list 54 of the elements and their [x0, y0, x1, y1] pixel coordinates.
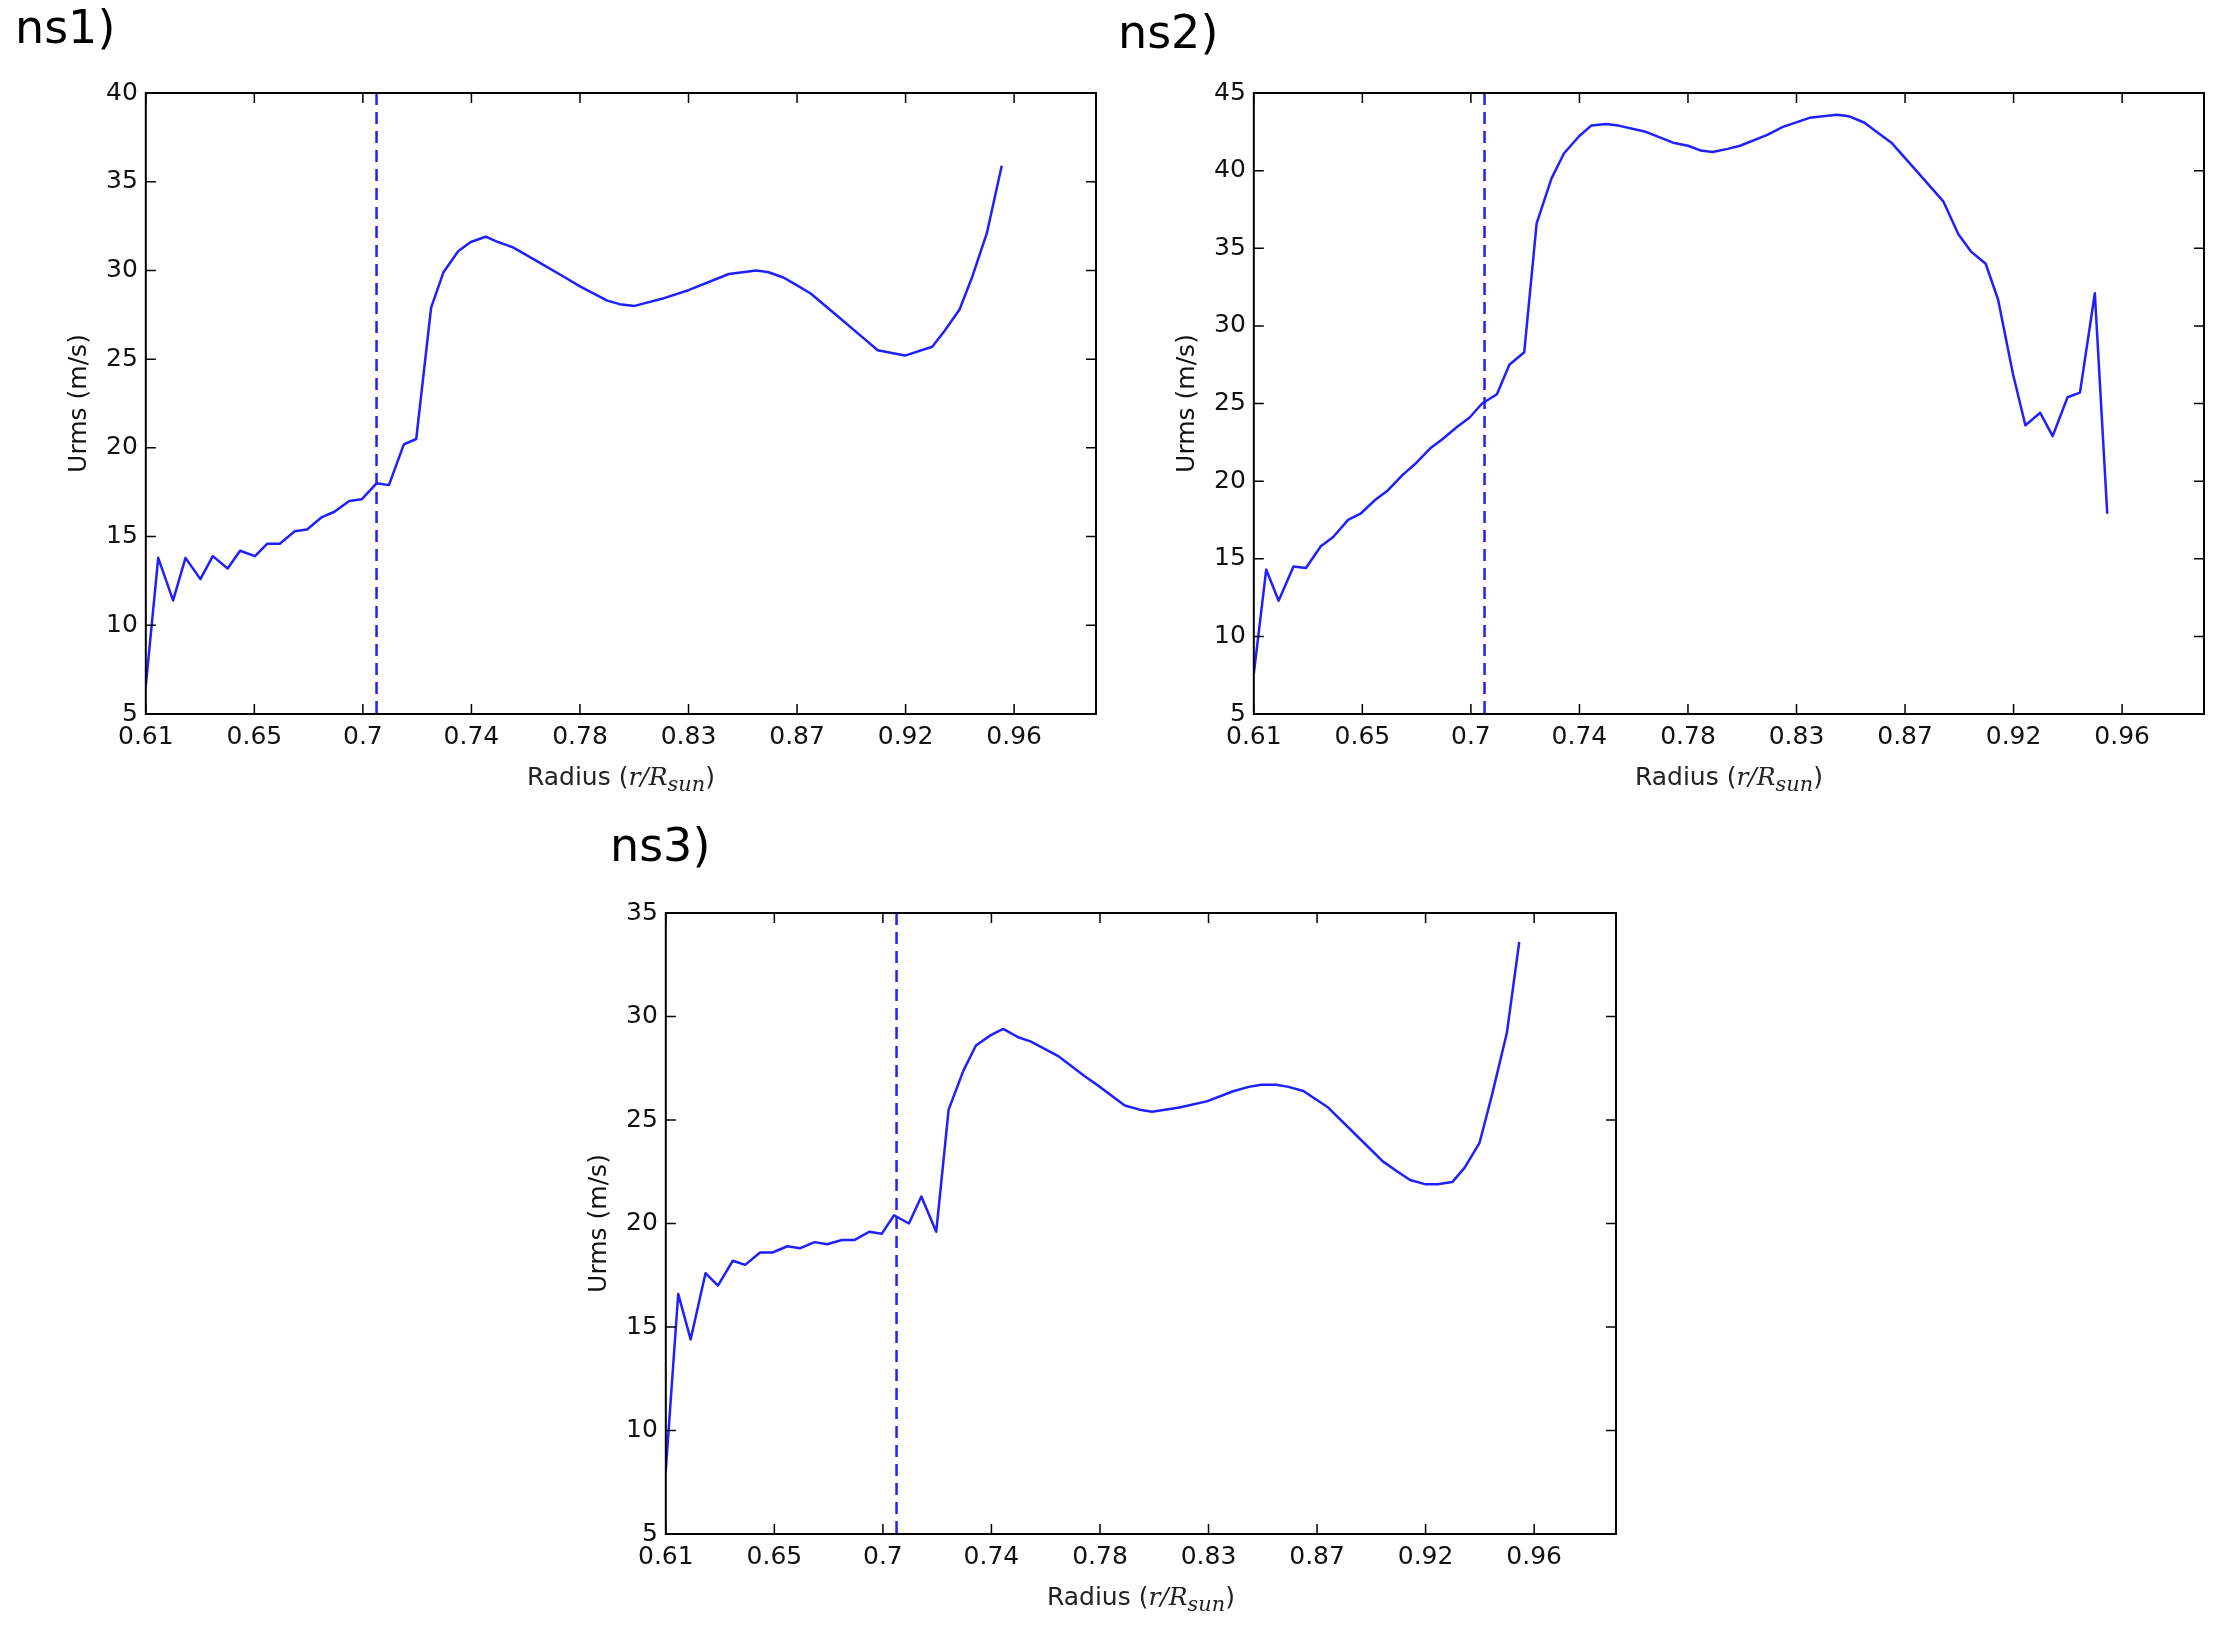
y-tick-label: 45 — [1214, 76, 1246, 106]
y-tick-label: 25 — [1214, 387, 1246, 416]
y-tick-label: 40 — [1214, 154, 1246, 184]
chart-title: ns1) — [15, 0, 116, 54]
y-tick-label: 15 — [626, 1310, 658, 1340]
x-tick-label: 0.78 — [552, 720, 608, 750]
x-tick-label: 0.92 — [877, 720, 934, 750]
y-tick-label: 10 — [1214, 619, 1246, 649]
y-tick-label: 10 — [106, 608, 138, 638]
x-tick-label: 0.83 — [660, 720, 717, 750]
y-tick-label: 15 — [106, 520, 138, 550]
y-tick-label: 30 — [106, 253, 138, 283]
x-tick-label: 0.83 — [1768, 720, 1825, 750]
y-tick-label: 25 — [106, 342, 138, 372]
y-tick-label: 35 — [1214, 231, 1246, 261]
y-tick-label: 10 — [626, 1414, 658, 1443]
x-tick-label: 0.65 — [746, 1540, 803, 1570]
x-tick-label: 0.78 — [1072, 1540, 1128, 1570]
y-tick-label: 35 — [106, 165, 138, 195]
y-tick-label: 15 — [1214, 542, 1246, 572]
x-tick-label: 0.7 — [1451, 720, 1491, 750]
y-axis-title: Urms (m/s) — [582, 1154, 612, 1293]
y-tick-label: 25 — [626, 1103, 658, 1133]
x-tick-label: 0.92 — [1985, 720, 2042, 750]
x-tick-label: 0.87 — [769, 720, 825, 750]
y-tick-label: 20 — [626, 1207, 658, 1236]
x-tick-label: 0.74 — [443, 720, 500, 750]
y-tick-label: 20 — [106, 431, 138, 461]
chart-title: ns3) — [610, 818, 711, 872]
x-tick-label: 0.65 — [226, 720, 283, 750]
x-tick-label: 0.92 — [1397, 1540, 1454, 1570]
x-tick-label: 0.83 — [1180, 1540, 1237, 1570]
y-axis-title: Urms (m/s) — [62, 334, 92, 473]
x-tick-label: 0.96 — [1506, 1540, 1562, 1570]
y-tick-label: 40 — [106, 76, 138, 106]
x-tick-label: 0.87 — [1877, 720, 1933, 750]
y-tick-label: 30 — [1214, 309, 1246, 339]
y-tick-label: 30 — [626, 1000, 658, 1029]
x-tick-label: 0.74 — [963, 1540, 1020, 1570]
y-tick-label: 35 — [626, 896, 658, 926]
x-tick-label: 0.78 — [1660, 720, 1716, 750]
x-tick-label: 0.7 — [863, 1540, 903, 1570]
x-tick-label: 0.7 — [343, 720, 383, 750]
x-axis-title: Radius (r/R$_{sun}$) — [1633, 762, 1824, 796]
chart-title: ns2) — [1118, 5, 1219, 59]
x-axis-title: Radius (r/R$_{sun}$) — [1045, 1582, 1236, 1616]
x-tick-label: 0.65 — [1334, 720, 1391, 750]
y-axis-title: Urms (m/s) — [1170, 334, 1200, 473]
y-tick-label: 20 — [1214, 464, 1246, 494]
x-tick-label: 0.87 — [1289, 1540, 1345, 1570]
x-tick-label: 0.96 — [986, 720, 1042, 750]
x-tick-label: 0.74 — [1551, 720, 1608, 750]
x-axis-title: Radius (r/R$_{sun}$) — [525, 762, 716, 796]
x-tick-label: 0.96 — [2094, 720, 2150, 750]
